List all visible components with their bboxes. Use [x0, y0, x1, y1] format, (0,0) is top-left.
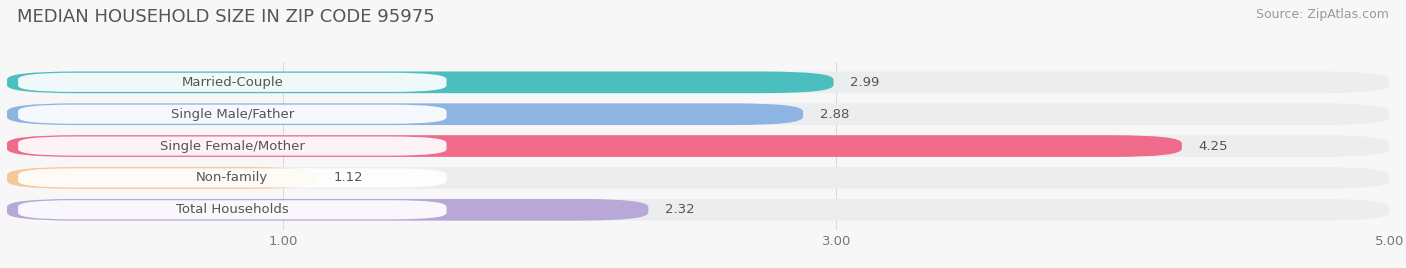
FancyBboxPatch shape [7, 199, 648, 221]
Text: Single Female/Mother: Single Female/Mother [160, 140, 305, 152]
FancyBboxPatch shape [7, 103, 1389, 125]
FancyBboxPatch shape [7, 72, 834, 93]
FancyBboxPatch shape [18, 105, 447, 124]
Text: Non-family: Non-family [197, 172, 269, 184]
FancyBboxPatch shape [7, 167, 316, 189]
Text: Married-Couple: Married-Couple [181, 76, 283, 89]
Text: Total Households: Total Households [176, 203, 288, 216]
Text: Single Male/Father: Single Male/Father [170, 108, 294, 121]
Text: Source: ZipAtlas.com: Source: ZipAtlas.com [1256, 8, 1389, 21]
Text: 2.88: 2.88 [820, 108, 849, 121]
FancyBboxPatch shape [18, 200, 447, 219]
FancyBboxPatch shape [7, 199, 1389, 221]
Text: 1.12: 1.12 [333, 172, 363, 184]
Text: 2.99: 2.99 [851, 76, 880, 89]
FancyBboxPatch shape [18, 168, 447, 188]
Text: 4.25: 4.25 [1198, 140, 1227, 152]
FancyBboxPatch shape [18, 136, 447, 156]
Text: 2.32: 2.32 [665, 203, 695, 216]
FancyBboxPatch shape [18, 73, 447, 92]
FancyBboxPatch shape [7, 167, 1389, 189]
Text: MEDIAN HOUSEHOLD SIZE IN ZIP CODE 95975: MEDIAN HOUSEHOLD SIZE IN ZIP CODE 95975 [17, 8, 434, 26]
FancyBboxPatch shape [7, 103, 803, 125]
FancyBboxPatch shape [7, 135, 1389, 157]
FancyBboxPatch shape [7, 135, 1182, 157]
FancyBboxPatch shape [7, 72, 1389, 93]
